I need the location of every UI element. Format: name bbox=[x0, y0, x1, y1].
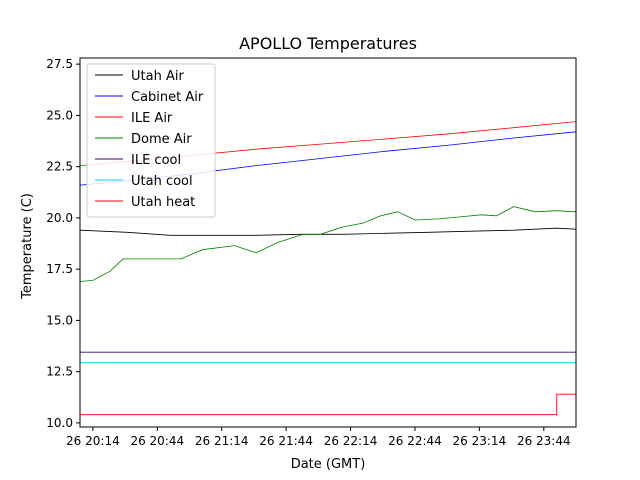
x-tick-label: 26 21:14 bbox=[195, 434, 249, 448]
x-tick-label: 26 23:14 bbox=[453, 434, 507, 448]
x-tick-label: 26 21:44 bbox=[259, 434, 313, 448]
y-tick-label: 22.5 bbox=[46, 160, 73, 174]
x-tick-label: 26 20:14 bbox=[66, 434, 120, 448]
legend-box bbox=[86, 63, 216, 218]
x-tick-label: 26 23:44 bbox=[517, 434, 571, 448]
legend: Utah Air Cabinet Air ILE Air Dome Air ILE co… bbox=[86, 63, 216, 218]
y-tick-label: 10.0 bbox=[46, 416, 73, 430]
legend-label: Utah Air bbox=[131, 69, 184, 84]
x-tick-label: 26 22:14 bbox=[324, 434, 378, 448]
legend-label: Utah cool bbox=[131, 174, 193, 189]
legend-label: Dome Air bbox=[131, 132, 192, 147]
y-tick-label: 15.0 bbox=[46, 313, 73, 327]
chart-title: APOLLO Temperatures bbox=[239, 34, 417, 53]
y-tick-label: 27.5 bbox=[46, 57, 73, 71]
series-line-dome-air bbox=[79, 206, 577, 282]
y-tick-label: 20.0 bbox=[46, 211, 73, 225]
legend-label: ILE Air bbox=[131, 111, 173, 126]
legend-label: Utah heat bbox=[131, 195, 195, 210]
series-line-utah-heat bbox=[80, 393, 576, 416]
y-axis-label: Temperature (C) bbox=[20, 193, 35, 300]
series-line-utah-air bbox=[79, 227, 577, 236]
x-axis-label: Date (GMT) bbox=[291, 457, 366, 472]
y-tick-label: 17.5 bbox=[46, 262, 73, 276]
x-tick-label: 26 22:44 bbox=[388, 434, 442, 448]
x-tick-label: 26 20:44 bbox=[130, 434, 184, 448]
legend-label: ILE cool bbox=[131, 153, 181, 168]
y-tick-label: 25.0 bbox=[46, 108, 73, 122]
y-tick-label: 12.5 bbox=[46, 365, 73, 379]
plot-frame bbox=[79, 57, 577, 428]
ticks-group: 26 20:14 26 20:44 26 21:14 26 21:44 26 22:14… bbox=[46, 57, 570, 448]
legend-label: Cabinet Air bbox=[131, 90, 204, 105]
